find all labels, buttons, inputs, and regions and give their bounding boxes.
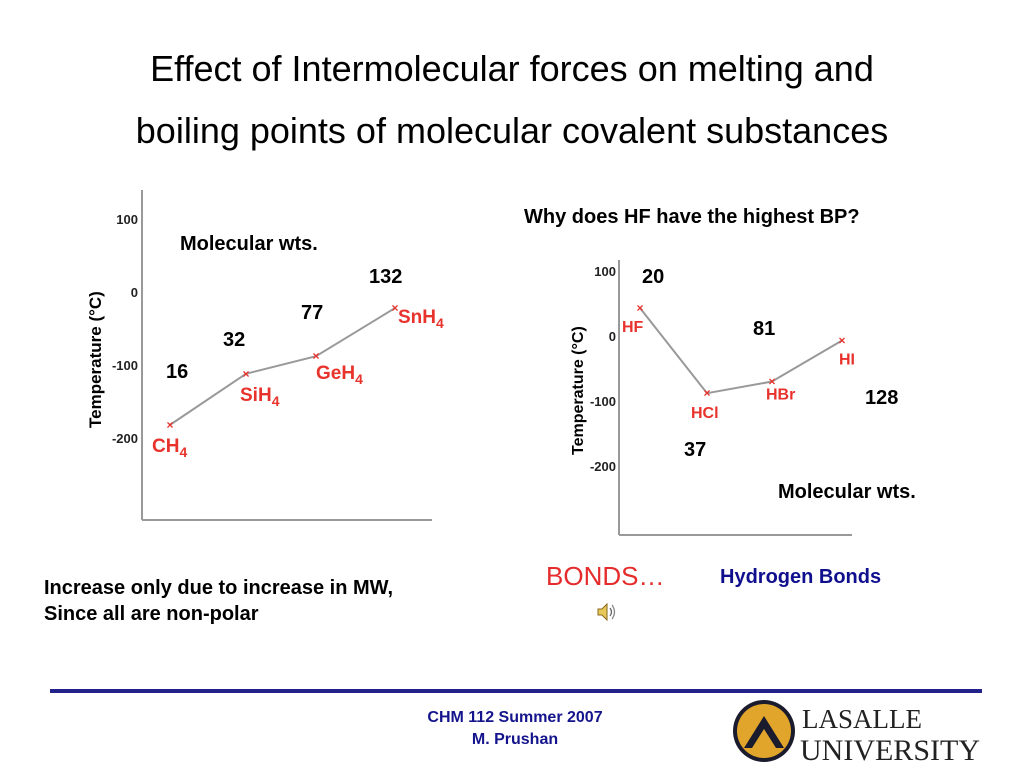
bonds-label: BONDS… [546,561,665,591]
lasalle-logo: LASALLE UNIVERSITY [733,700,980,764]
chart-1-group14-hydrides: Temperature (°C) 100 0 -100 -200 × CH4 × SiH4 ×… [86,190,444,521]
chart-1-tick-3: -200 [112,431,138,446]
slide-title: Effect of Intermolecular forces on melti… [0,38,1024,162]
chart-2-tick-3: -200 [590,459,616,474]
chart-1-ticks: 100 0 -100 -200 [112,212,138,446]
chart-2-tick-2: -100 [590,394,616,409]
footer-course: CHM 112 Summer 2007 [427,709,603,726]
chart-1-label-2: GeH4 [316,363,363,387]
chart-2-mw-4: 128 [865,387,899,409]
left-note: Increase only due to increase in MW, Sin… [44,575,393,627]
chart-1-point-2: × [312,349,319,363]
chart-1-mw-3: 77 [301,302,324,324]
chart-1-point-1: × [242,367,249,381]
chart-2-point-2: × [768,375,775,389]
speaker-icon[interactable] [596,601,620,623]
hydrogen-bonds-label: Hydrogen Bonds [720,566,882,588]
chart-1-point-3: × [391,301,398,315]
chart-2-label-2: HBr [766,387,795,404]
chart-2-label-1: HCl [691,405,719,422]
chart-1-label-1: SiH4 [240,385,280,409]
chart-1-tick-2: -100 [112,358,138,373]
chart-1-points: ×CH4×SiH4×GeH4× SnH4 [152,301,444,460]
chart-1-y-label: Temperature (°C) [86,291,105,428]
chart-2-point-0: × [636,301,643,315]
chart-2-mw-1: 20 [642,266,665,288]
hf-question: Why does HF have the highest BP? [524,206,860,228]
title-line-1: Effect of Intermolecular forces on melti… [150,48,874,89]
chart-1-mw-title: Molecular wts. [180,233,318,255]
footer: CHM 112 Summer 2007 M. Prushan [380,707,650,751]
logo-line-2: UNIVERSITY [800,734,980,764]
chart-2-point-1: × [703,386,710,400]
chart-2-mw-title: Molecular wts. [778,481,916,503]
chart-2-tick-0: 100 [594,264,616,279]
title-line-2: boiling points of molecular covalent sub… [135,110,889,151]
logo-line-1: LASALLE [802,704,922,734]
chart-2-label-0: HF [622,319,644,336]
chart-1-tick-1: 0 [131,285,138,300]
chart-1-mw-4: 132 [369,266,403,288]
chart-2-tick-1: 0 [609,329,616,344]
chart-1-label-0: CH4 [152,436,187,460]
chart-1-label-3: SnH4 [398,307,444,331]
footer-author: M. Prushan [471,731,559,748]
chart-2-mw-2: 37 [684,439,707,461]
left-note-line-2: Since all are non-polar [44,603,259,625]
chart-1-mw-1: 16 [166,361,189,383]
chart-1-tick-0: 100 [116,212,138,227]
chart-1-mw-2: 32 [223,329,246,351]
chart-2-y-label: Temperature (°C) [570,326,587,455]
chart-1-line [169,307,396,426]
chart-2-line [639,307,843,395]
chart-2-mw-3: 81 [753,318,776,340]
chart-2-label-3: HI [839,352,855,369]
chart-2-points: ×HF×HCl×HBr×HI [622,301,855,422]
chart-2-ticks: 100 0 -100 -200 [590,264,616,474]
chart-2-point-3: × [838,334,845,348]
footer-rule [50,689,982,693]
chart-1-point-0: × [166,418,173,432]
left-note-line-1: Increase only due to increase in MW, [44,577,393,599]
